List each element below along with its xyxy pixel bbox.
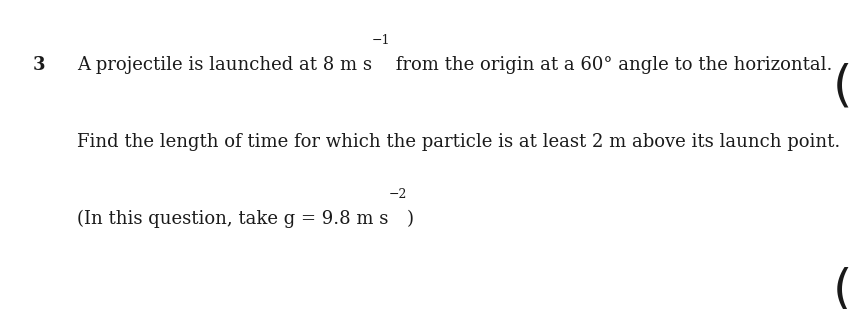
Text: from the origin at a 60° angle to the horizontal.: from the origin at a 60° angle to the ho… bbox=[390, 56, 832, 74]
Text: 3: 3 bbox=[32, 56, 45, 74]
Text: A projectile is launched at 8 m s: A projectile is launched at 8 m s bbox=[77, 56, 371, 74]
Text: (: ( bbox=[832, 62, 851, 111]
Text: (In this question, take g = 9.8 m s: (In this question, take g = 9.8 m s bbox=[77, 210, 388, 228]
Text: Find the length of time for which the particle is at least 2 m above its launch : Find the length of time for which the pa… bbox=[77, 133, 839, 151]
Text: −2: −2 bbox=[388, 188, 406, 201]
Text: ): ) bbox=[406, 210, 413, 228]
Text: −1: −1 bbox=[371, 34, 390, 47]
Text: (: ( bbox=[832, 266, 851, 309]
